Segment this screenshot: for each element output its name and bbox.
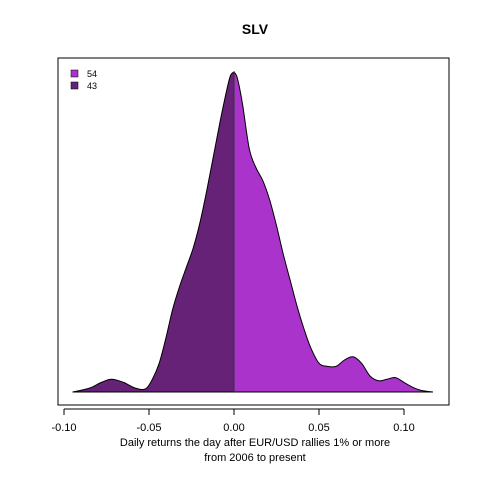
density-area-negative [72,70,235,393]
x-tick-label: 0.05 [308,422,329,434]
chart-title: SLV [242,21,269,37]
x-axis-label-line-1: Daily returns the day after EUR/USD rall… [120,437,390,449]
x-axis-label-line-2: from 2006 to present [204,452,306,464]
density-area-positive [233,71,433,393]
plot-frame [57,57,450,406]
x-tick-label: 0.00 [223,422,244,434]
legend-label-54: 54 [87,69,97,79]
x-tick-label: -0.05 [136,422,161,434]
x-tick-label: -0.10 [51,422,76,434]
x-tick-label: 0.10 [393,422,414,434]
density-areas [72,70,433,393]
legend-swatch-54 [70,69,79,78]
x-axis: -0.10 -0.05 0.00 0.05 0.10 [51,408,415,434]
legend: 54 43 [70,69,97,91]
legend-swatch-43 [70,81,79,90]
legend-label-43: 43 [87,81,97,91]
